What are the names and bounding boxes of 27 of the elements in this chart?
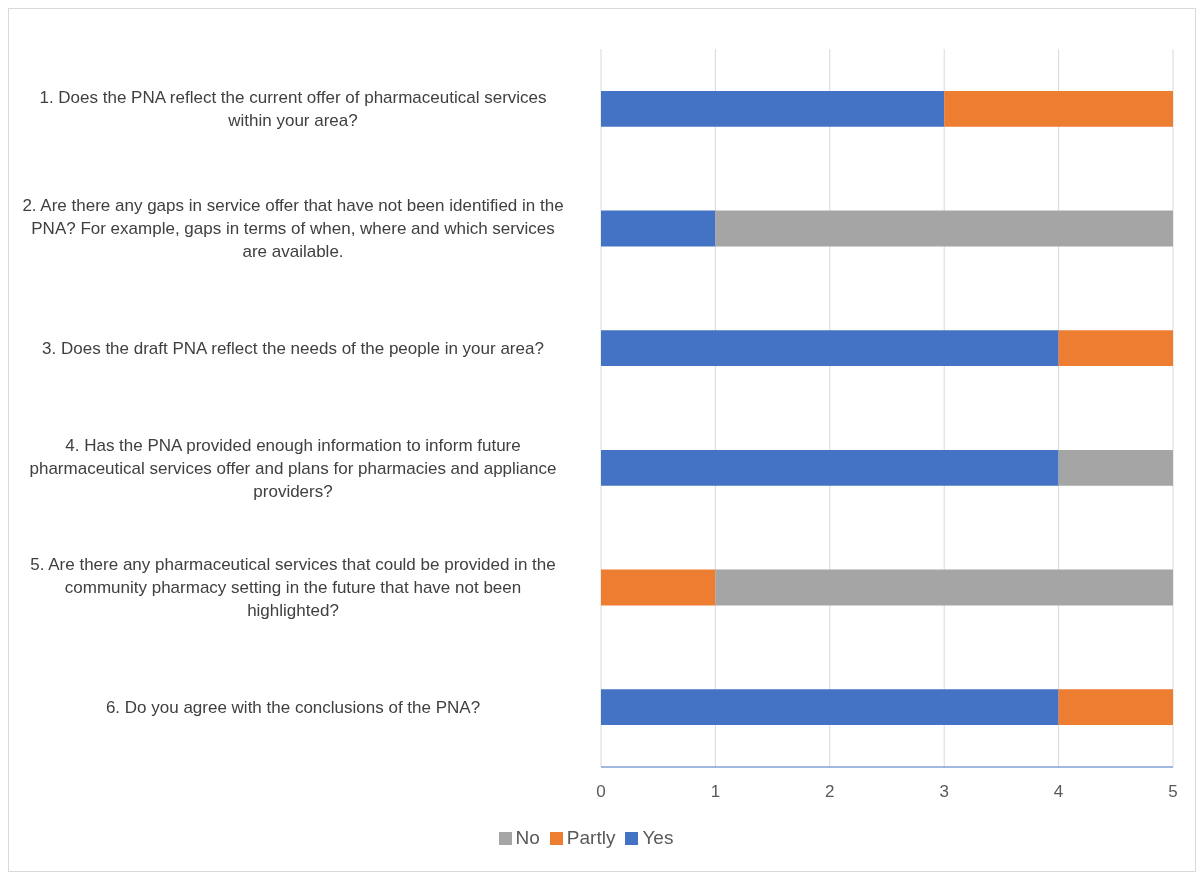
x-tick-label: 3 xyxy=(939,782,949,802)
y-tick-label: 1. Does the PNA reflect the current offer of pharmaceutical services within your area? xyxy=(39,88,547,131)
bar xyxy=(601,449,1059,486)
bar xyxy=(601,90,945,127)
bar xyxy=(944,90,1173,127)
bar xyxy=(601,210,716,247)
bar xyxy=(1058,449,1173,486)
legend-label: Yes xyxy=(642,827,674,848)
y-tick-label: 3. Does the draft PNA reflect the needs of the people in your area? xyxy=(42,339,544,359)
bar xyxy=(1058,330,1173,367)
bar xyxy=(601,569,716,606)
bar xyxy=(715,569,1173,606)
bar xyxy=(1058,689,1173,726)
legend-label: No xyxy=(515,827,540,848)
bar xyxy=(601,689,1059,726)
x-tick-label: 4 xyxy=(1053,782,1064,802)
bar xyxy=(601,330,1059,367)
x-tick-label: 0 xyxy=(596,782,606,802)
x-tick-label: 1 xyxy=(710,782,721,802)
y-tick-label: 6. Do you agree with the conclusions of the PNA? xyxy=(105,698,481,718)
x-tick-label: 2 xyxy=(825,782,835,802)
y-tick-label: 4. Has the PNA provided enough information to inform future pharmaceutical services offer and plans for pharmacies and appliance providers? xyxy=(29,435,557,501)
x-tick-label: 5 xyxy=(1168,782,1178,802)
legend-label: Partly xyxy=(566,827,616,848)
y-tick-label: 2. Are there any gaps in service offer that have not been identified in the PNA? For example, gaps in terms of when, where and which services are available. xyxy=(22,196,564,262)
bar xyxy=(715,210,1173,247)
y-tick-label: 5. Are there any pharmaceutical services that could be provided in the community pharmacy setting in the future that have not been highlighted? xyxy=(30,555,556,621)
